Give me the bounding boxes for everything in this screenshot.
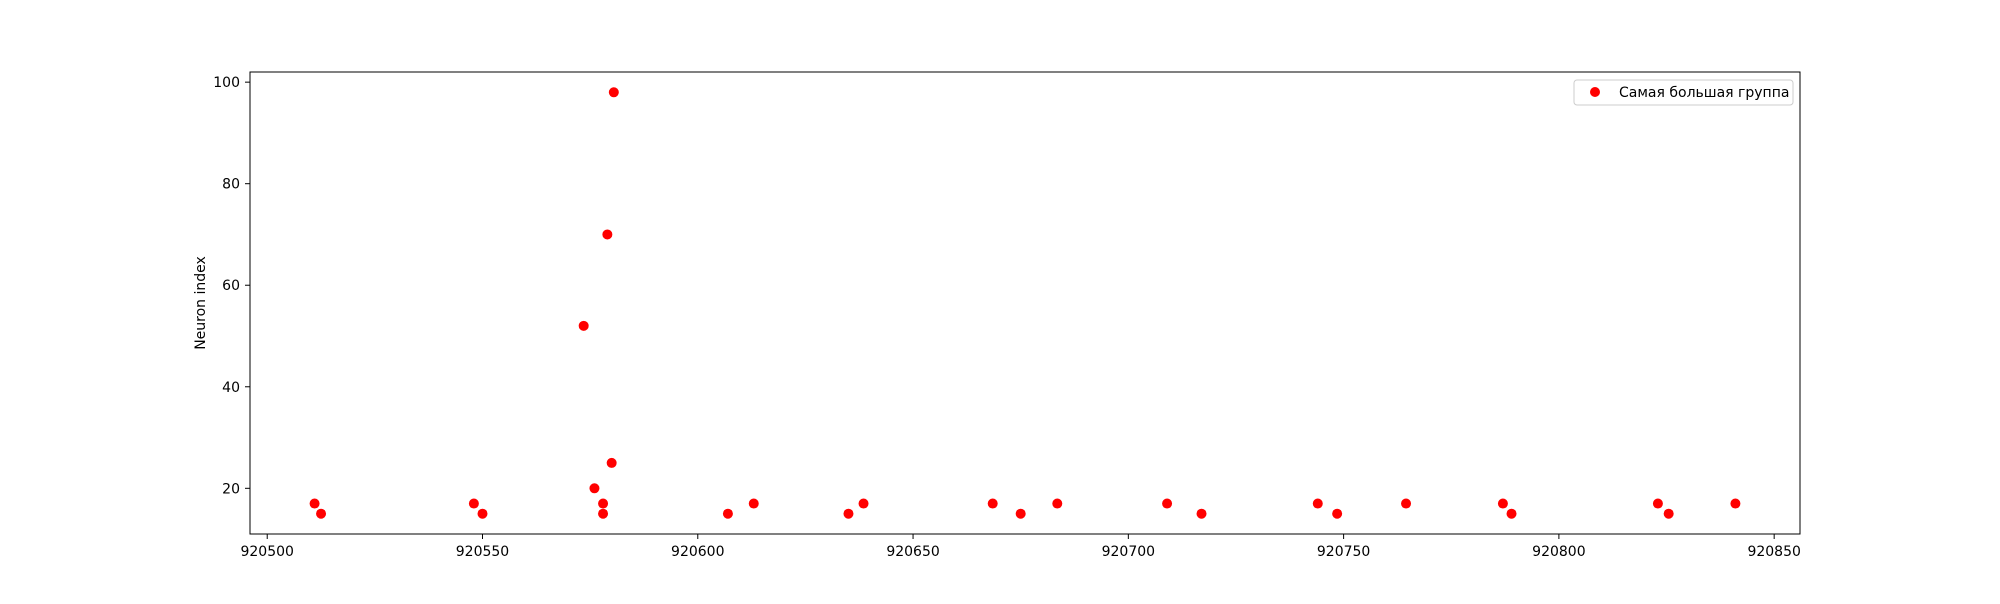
y-tick-label: 80 <box>222 177 240 193</box>
y-tick-label: 100 <box>213 75 240 91</box>
x-tick-label: 920850 <box>1747 544 1800 560</box>
scatter-point <box>598 508 609 519</box>
scatter-point <box>598 498 609 509</box>
scatter-point <box>602 229 613 240</box>
x-tick-label: 920600 <box>671 544 724 560</box>
scatter-point <box>477 508 488 519</box>
scatter-point <box>1332 508 1343 519</box>
scatter-point <box>578 320 589 331</box>
y-tick-label: 20 <box>222 481 240 497</box>
legend-marker <box>1590 87 1600 97</box>
scatter-point <box>1401 498 1412 509</box>
x-tick-label: 920650 <box>886 544 939 560</box>
x-tick-label: 920750 <box>1317 544 1370 560</box>
scatter-point <box>316 508 327 519</box>
scatter-point <box>1196 508 1207 519</box>
x-tick-label: 920500 <box>240 544 293 560</box>
legend-box <box>1573 79 1794 106</box>
scatter-point <box>1506 508 1517 519</box>
scatter-point <box>1162 498 1173 509</box>
scatter-point <box>608 87 619 98</box>
scatter-point <box>309 498 320 509</box>
scatter-point <box>987 498 998 509</box>
scatter-point <box>606 457 617 468</box>
x-tick-label: 920800 <box>1532 544 1585 560</box>
plot-area-frame <box>249 71 1801 535</box>
axis-ticks: 920500 920550 920600 920650 920700 920750 9208… <box>213 75 1801 560</box>
scatter-point <box>748 498 759 509</box>
y-axis-label: Neuron index <box>193 256 209 350</box>
legend: Самая большая группа <box>1573 79 1794 106</box>
scatter-point <box>1652 498 1663 509</box>
scatter-point <box>589 483 600 494</box>
scatter-point <box>1052 498 1063 509</box>
x-tick-label: 920700 <box>1102 544 1155 560</box>
scatter-point <box>1015 508 1026 519</box>
scatter-point <box>843 508 854 519</box>
scatter-point <box>468 498 479 509</box>
scatter-point <box>722 508 733 519</box>
legend-label: Самая большая группа <box>1619 85 1789 101</box>
scatter-point <box>1312 498 1323 509</box>
data-points <box>309 87 1741 519</box>
scatter-point <box>858 498 869 509</box>
x-tick-label: 920550 <box>456 544 509 560</box>
scatter-point <box>1497 498 1508 509</box>
scatter-point <box>1663 508 1674 519</box>
scatter-point <box>1730 498 1741 509</box>
y-tick-label: 40 <box>222 380 240 396</box>
y-tick-label: 60 <box>222 278 240 294</box>
